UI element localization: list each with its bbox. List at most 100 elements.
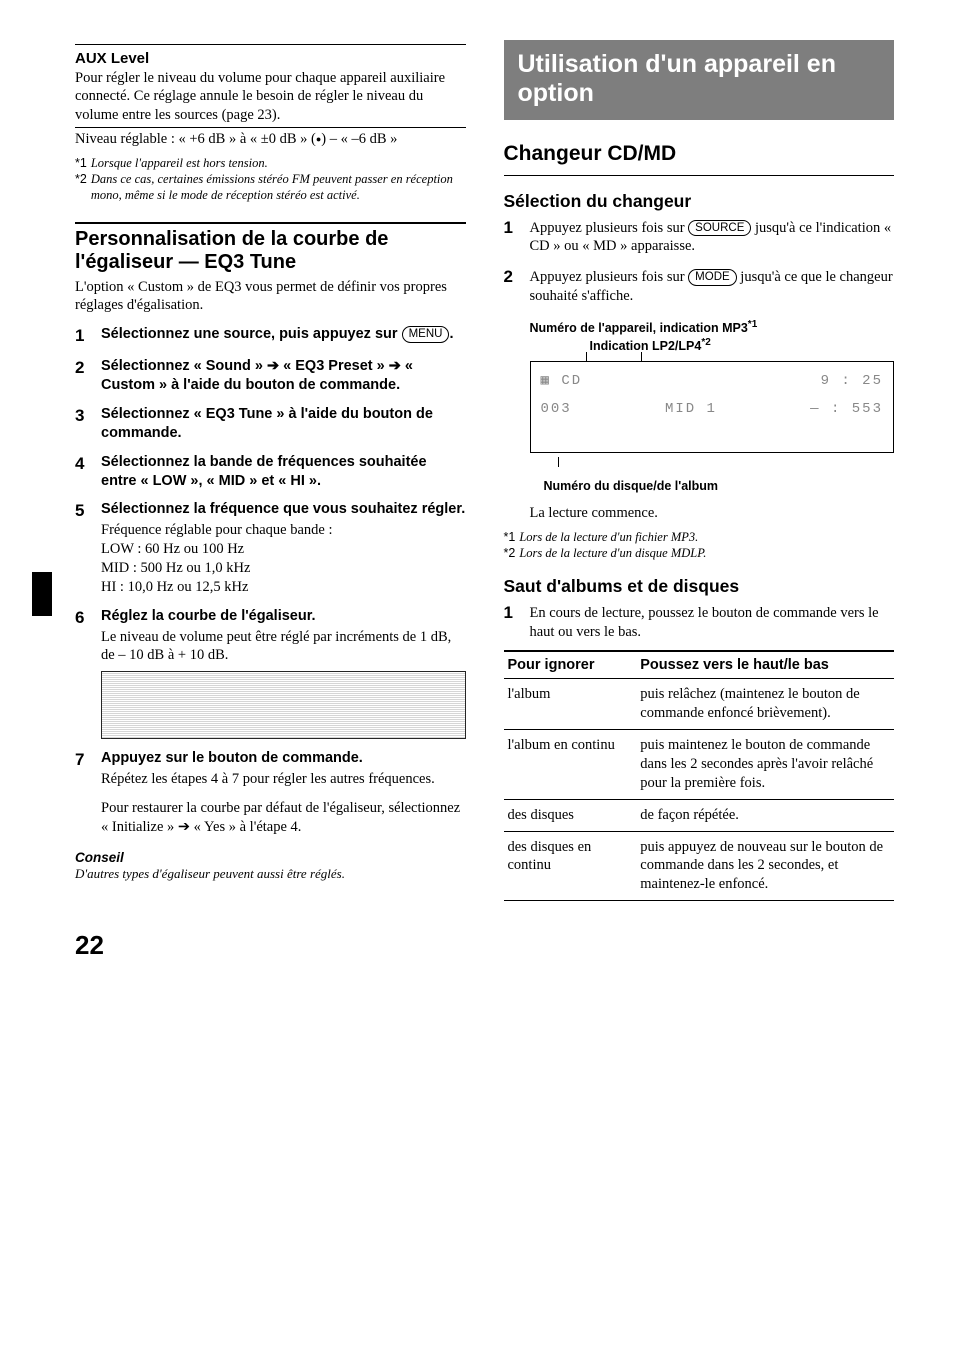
table-col1-header: Pour ignorer xyxy=(504,651,637,679)
table-header-row: Pour ignorer Poussez vers le haut/le bas xyxy=(504,651,895,679)
right-step-2-pre: Appuyez plusieurs fois sur xyxy=(530,269,689,285)
table-row: l'album en continu puis maintenez le bou… xyxy=(504,730,895,800)
lp-label-sup: *2 xyxy=(701,337,710,348)
footnote-2: *2 Dans ce cas, certaines émissions stér… xyxy=(75,171,466,204)
table-row: l'album puis relâchez (maintenez le bout… xyxy=(504,679,895,730)
tip-heading: Conseil xyxy=(75,849,466,867)
right-step-2: 2 Appuyez plusieurs fois sur MODE jusqu'… xyxy=(504,266,895,306)
menu-button-pill: MENU xyxy=(402,326,450,342)
step-3-number: 3 xyxy=(75,405,91,443)
lp-label: Indication LP2/LP4*2 xyxy=(590,336,895,354)
changer-lcd-illustration: ▦ CD 9 : 25 003 MID 1 — : 553 xyxy=(530,361,895,453)
footnote-2-text: Dans ce cas, certaines émissions stéréo … xyxy=(91,171,466,204)
right-step-1: 1 Appuyez plusieurs fois sur SOURCE jusq… xyxy=(504,217,895,257)
lcd-top-right: 9 : 25 xyxy=(821,372,883,390)
aux-p2-b: ) – « –6 dB » xyxy=(321,131,397,147)
divider xyxy=(75,44,466,45)
step-1: 1 Sélectionnez une source, puis appuyez … xyxy=(75,325,466,347)
step-6-body: Le niveau de volume peut être réglé par … xyxy=(101,628,466,666)
divider-thick xyxy=(75,222,466,224)
mp3-label: Numéro de l'appareil, indication MP3*1 xyxy=(530,318,895,336)
footnote-2-marker: *2 xyxy=(75,171,87,204)
right-step-1-number: 1 xyxy=(504,217,520,257)
step-2: 2 Sélectionnez « Sound » ➔ « EQ3 Preset … xyxy=(75,357,466,395)
step-7-body: Répétez les étapes 4 à 7 pour régler les… xyxy=(101,770,466,789)
lcd-label-block: Numéro de l'appareil, indication MP3*1 I… xyxy=(530,318,895,355)
step-6: 6 Réglez la courbe de l'égaliseur. Le ni… xyxy=(75,607,466,740)
right-column: Utilisation d'un appareil en option Chan… xyxy=(504,40,895,901)
table-cell: des disques xyxy=(504,799,637,831)
aux-level-heading: AUX Level xyxy=(75,49,466,69)
step-1-head-b: . xyxy=(449,326,453,342)
playback-starts-text: La lecture commence. xyxy=(530,504,895,523)
divider xyxy=(504,175,895,176)
step-1-number: 1 xyxy=(75,325,91,347)
right-footnote-1-marker: *1 xyxy=(504,529,516,545)
aux-paragraph-1: Pour régler le niveau du volume pour cha… xyxy=(75,69,466,126)
lcd-bottom-left: 003 xyxy=(541,400,572,418)
step-7-number: 7 xyxy=(75,749,91,836)
source-button-pill: SOURCE xyxy=(688,220,751,236)
skip-step-1-number: 1 xyxy=(504,602,520,642)
page-number: 22 xyxy=(75,929,894,963)
step-6-number: 6 xyxy=(75,607,91,740)
left-column: AUX Level Pour régler le niveau du volum… xyxy=(75,40,466,901)
right-footnotes: *1 Lors de la lecture d'un fichier MP3. … xyxy=(504,529,895,562)
table-cell: de façon répétée. xyxy=(636,799,894,831)
mp3-label-text: Numéro de l'appareil, indication MP3 xyxy=(530,321,748,335)
table-cell: l'album en continu xyxy=(504,730,637,800)
lcd-wrapper: ▦ CD 9 : 25 003 MID 1 — : 553 Numéro du … xyxy=(530,361,895,494)
mp3-label-sup: *1 xyxy=(748,319,757,330)
step-1-head-a: Sélectionnez une source, puis appuyez su… xyxy=(101,326,402,342)
footnotes-block: *1 Lorsque l'appareil est hors tension. … xyxy=(75,155,466,204)
step-7: 7 Appuyez sur le bouton de commande. Rép… xyxy=(75,749,466,836)
table-row: des disques en continu puis appuyez de n… xyxy=(504,831,895,901)
step-3: 3 Sélectionnez « EQ3 Tune » à l'aide du … xyxy=(75,405,466,443)
table-cell: des disques en continu xyxy=(504,831,637,901)
two-column-layout: AUX Level Pour régler le niveau du volum… xyxy=(75,40,894,901)
table-cell: l'album xyxy=(504,679,637,730)
right-step-1-pre: Appuyez plusieurs fois sur xyxy=(530,220,689,236)
callout-tick-icon xyxy=(586,352,587,362)
step-5-body: Fréquence réglable pour chaque bande : L… xyxy=(101,521,466,596)
skip-table: Pour ignorer Poussez vers le haut/le bas… xyxy=(504,650,895,901)
lcd-top-left: ▦ CD xyxy=(541,372,583,390)
step-6-head: Réglez la courbe de l'égaliseur. xyxy=(101,607,466,626)
callout-tick-icon xyxy=(558,457,559,467)
eq3-intro: L'option « Custom » de EQ3 vous permet d… xyxy=(75,278,466,316)
right-step-2-number: 2 xyxy=(504,266,520,306)
selection-subheading: Sélection du changeur xyxy=(504,190,895,213)
right-footnote-2-text: Lors de la lecture d'un disque MDLP. xyxy=(519,545,706,561)
step-2-head: Sélectionnez « Sound » ➔ « EQ3 Preset » … xyxy=(101,357,466,395)
eq3-section-title: Personnalisation de la courbe de l'égali… xyxy=(75,228,466,274)
right-footnote-2-marker: *2 xyxy=(504,545,516,561)
step-5-head: Sélectionnez la fréquence que vous souha… xyxy=(101,500,466,519)
right-footnote-1: *1 Lors de la lecture d'un fichier MP3. xyxy=(504,529,895,545)
divider xyxy=(75,127,466,128)
lcd-bottom-right: — : 553 xyxy=(810,400,883,418)
footnote-1: *1 Lorsque l'appareil est hors tension. xyxy=(75,155,466,171)
step-5: 5 Sélectionnez la fréquence que vous sou… xyxy=(75,500,466,596)
table-cell: puis appuyez de nouveau sur le bouton de… xyxy=(636,831,894,901)
callout-tick-icon xyxy=(641,352,642,362)
table-cell: puis relâchez (maintenez le bouton de co… xyxy=(636,679,894,730)
skip-step-1-body: En cours de lecture, poussez le bouton d… xyxy=(530,604,895,642)
lp-label-text: Indication LP2/LP4 xyxy=(590,339,702,353)
eq-lcd-illustration xyxy=(101,671,466,739)
step-5-number: 5 xyxy=(75,500,91,596)
step-7-head: Appuyez sur le bouton de commande. xyxy=(101,749,466,768)
skip-step-1: 1 En cours de lecture, poussez le bouton… xyxy=(504,602,895,642)
lcd-bottom-mid: MID 1 xyxy=(665,400,717,418)
table-cell: puis maintenez le bouton de commande dan… xyxy=(636,730,894,800)
disc-number-label: Numéro du disque/de l'album xyxy=(544,478,895,494)
right-footnote-1-text: Lors de la lecture d'un fichier MP3. xyxy=(519,529,698,545)
section-banner: Utilisation d'un appareil en option xyxy=(504,40,895,120)
table-col2-header: Poussez vers le haut/le bas xyxy=(636,651,894,679)
footnote-1-text: Lorsque l'appareil est hors tension. xyxy=(91,155,268,171)
table-row: des disques de façon répétée. xyxy=(504,799,895,831)
skip-subheading: Saut d'albums et de disques xyxy=(504,575,895,598)
step-2-number: 2 xyxy=(75,357,91,395)
mode-button-pill: MODE xyxy=(688,269,737,285)
footnote-1-marker: *1 xyxy=(75,155,87,171)
step-4-head: Sélectionnez la bande de fréquences souh… xyxy=(101,453,466,491)
